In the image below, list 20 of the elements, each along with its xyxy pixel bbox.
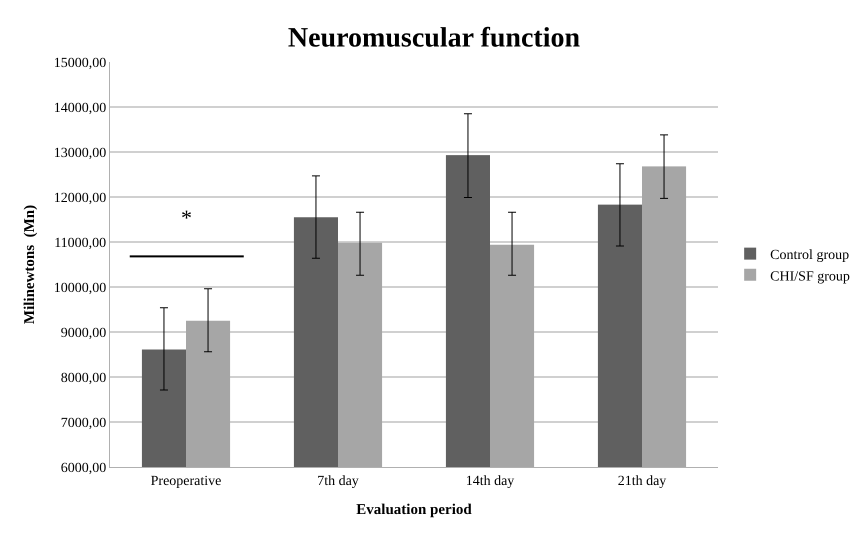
x-tick-label: Preoperative: [150, 474, 222, 489]
y-tick-label: 15000,00: [54, 56, 106, 71]
y-axis-title: Milinewtons (Mn): [22, 204, 38, 324]
x-tick-label: 21th day: [618, 474, 666, 489]
y-tick-label: 14000,00: [54, 100, 106, 116]
y-tick-label: 9000,00: [60, 326, 106, 341]
annotation: *: [181, 205, 192, 230]
y-tick-label: 11000,00: [54, 236, 106, 251]
x-axis-title: Evaluation period: [356, 502, 472, 518]
y-tick-label: 12000,00: [54, 190, 106, 206]
y-tick-label: 8000,00: [60, 370, 106, 386]
y-tick-label: 13000,00: [54, 146, 106, 161]
legend-label: CHI/SF group: [770, 269, 850, 284]
chart-title: Neuromuscular function: [288, 22, 581, 54]
y-tick-label: 10000,00: [54, 280, 106, 296]
y-tick-label: 7000,00: [60, 416, 106, 431]
x-tick-label: 7th day: [317, 474, 359, 489]
y-tick-label: 6000,00: [60, 460, 106, 476]
legend-label: Control group: [770, 248, 850, 264]
x-tick-label: 14th day: [466, 474, 514, 489]
